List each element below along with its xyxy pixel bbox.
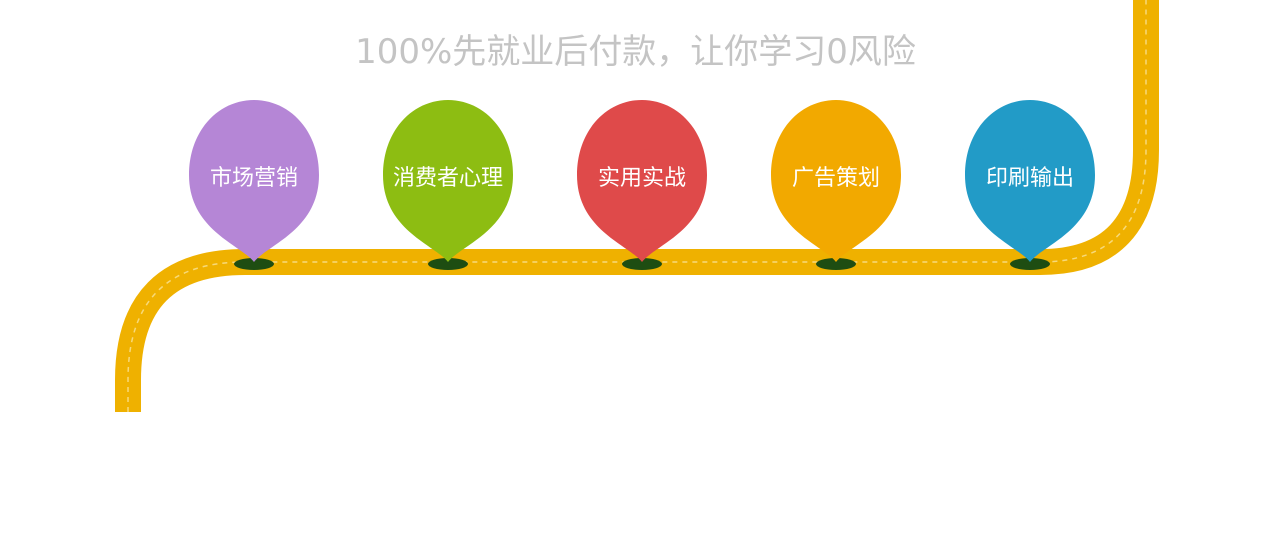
milestone-pin-1: 市场营销 — [189, 100, 319, 270]
pin-body — [771, 100, 901, 262]
milestone-pin-2: 消费者心理 — [383, 100, 513, 270]
map-pin-icon — [577, 100, 707, 270]
pin-label: 消费者心理 — [392, 166, 503, 191]
map-pin-icon — [383, 100, 513, 270]
pin-label: 广告策划 — [791, 166, 880, 191]
map-pin-icon — [965, 100, 1095, 270]
page-headline: 100%先就业后付款，让你学习0风险 — [355, 32, 916, 72]
pin-body — [189, 100, 319, 262]
map-pin-icon — [189, 100, 319, 270]
pin-label: 印刷输出 — [985, 166, 1074, 191]
milestone-pin-5: 印刷输出 — [965, 100, 1095, 270]
pin-body — [383, 100, 513, 262]
pin-base — [622, 258, 662, 270]
pin-base — [816, 258, 856, 270]
pin-base — [1010, 258, 1050, 270]
pin-body — [965, 100, 1095, 262]
pin-body — [577, 100, 707, 262]
pin-base — [234, 258, 274, 270]
milestone-pin-3: 实用实战 — [577, 100, 707, 270]
pin-label: 市场营销 — [209, 166, 298, 191]
milestone-pin-4: 广告策划 — [771, 100, 901, 270]
pin-label: 实用实战 — [597, 166, 686, 191]
pin-base — [428, 258, 468, 270]
map-pin-icon — [771, 100, 901, 270]
